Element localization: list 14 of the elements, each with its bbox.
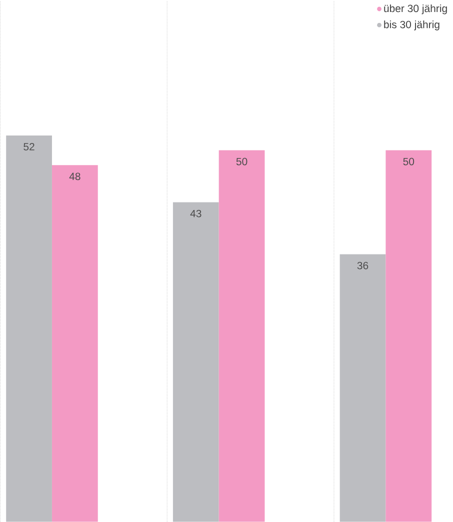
- bar: [6, 135, 52, 522]
- bar: [386, 150, 432, 522]
- data-label: 36: [358, 262, 368, 270]
- data-label: 52: [24, 142, 35, 150]
- bar: [219, 150, 265, 522]
- data-label: 48: [70, 172, 80, 180]
- bar: [52, 165, 98, 522]
- data-label: 50: [403, 158, 414, 166]
- data-label: 50: [236, 158, 248, 166]
- legend-label: über 30 jährig: [384, 4, 448, 14]
- data-label: 43: [190, 210, 202, 218]
- legend-label: bis 30 jährig: [384, 20, 440, 30]
- bar: [173, 202, 220, 522]
- bar: [340, 254, 386, 522]
